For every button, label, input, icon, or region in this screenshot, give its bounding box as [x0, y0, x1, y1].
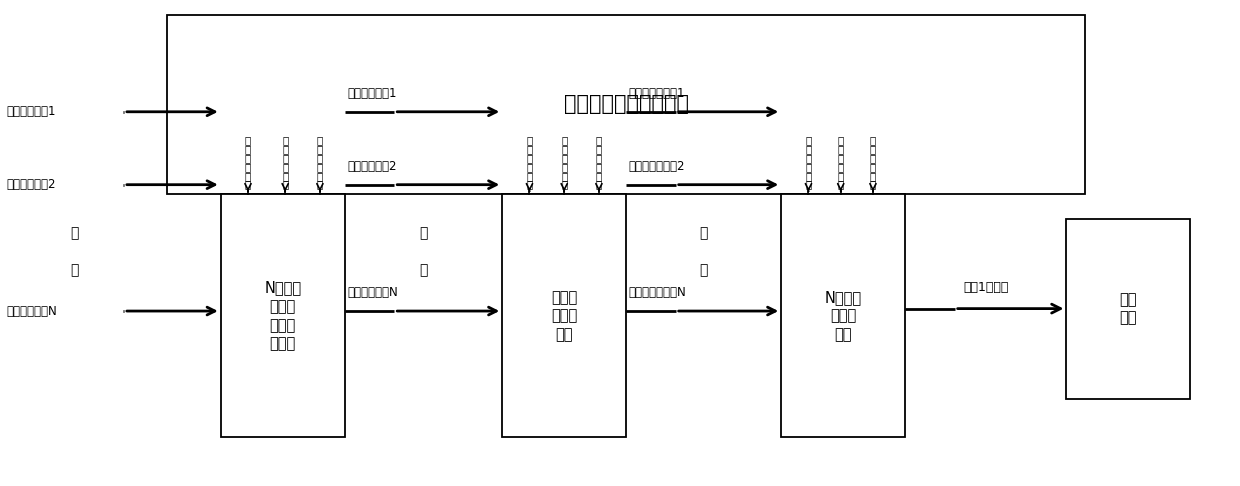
Text: 第
三
同
步
信
号: 第 三 同 步 信 号	[869, 136, 877, 190]
Text: 第
一
时
钟
信
号: 第 一 时 钟 信 号	[281, 136, 289, 190]
Bar	[502, 194, 626, 437]
Text: 数据混
编合成
模块: 数据混 编合成 模块	[551, 290, 578, 342]
Text: 串行数据通道N: 串行数据通道N	[6, 305, 57, 317]
Text: 时钟同步复位管理模块: 时钟同步复位管理模块	[564, 94, 688, 115]
Text: ：: ：	[419, 263, 428, 277]
Text: 并行数据通道N: 并行数据通道N	[347, 286, 398, 299]
Text: 第
三
时
钟
信
号: 第 三 时 钟 信 号	[837, 136, 844, 190]
Text: 串行数据通道2: 串行数据通道2	[6, 178, 56, 191]
Text: ：: ：	[419, 226, 428, 240]
Text: N通道高
速串行
数据接
收模块: N通道高 速串行 数据接 收模块	[264, 280, 301, 351]
Text: 并行数据通道2: 并行数据通道2	[347, 159, 397, 173]
Text: 第
一
同
步
信
号: 第 一 同 步 信 号	[316, 136, 324, 190]
Bar	[781, 194, 905, 437]
Text: 数传
接口: 数传 接口	[1120, 292, 1137, 326]
Text: 并行数据通道1: 并行数据通道1	[347, 87, 397, 100]
Text: 第
二
复
位
信
号: 第 二 复 位 信 号	[526, 136, 533, 190]
Text: ：: ：	[699, 263, 708, 277]
Text: 第
二
时
钟
信
号: 第 二 时 钟 信 号	[560, 136, 568, 190]
Text: 串行数据通道1: 串行数据通道1	[6, 105, 56, 118]
Text: 合成1路数据: 合成1路数据	[963, 281, 1008, 294]
Bar	[221, 194, 345, 437]
Text: ：: ：	[699, 226, 708, 240]
Text: 混编后数据通道1: 混编后数据通道1	[629, 87, 686, 100]
Text: N通道数
据融合
模块: N通道数 据融合 模块	[825, 290, 862, 342]
Text: 第
二
同
步
信
号: 第 二 同 步 信 号	[595, 136, 603, 190]
Text: 第
三
复
位
信
号: 第 三 复 位 信 号	[805, 136, 812, 190]
Text: ：: ：	[71, 226, 78, 240]
Bar	[167, 15, 1085, 194]
Bar	[1066, 219, 1190, 399]
Text: 混编后数据通道N: 混编后数据通道N	[629, 286, 687, 299]
Text: 混编后数据通道2: 混编后数据通道2	[629, 159, 686, 173]
Text: ：: ：	[71, 263, 78, 277]
Text: 第
一
复
位
信
号: 第 一 复 位 信 号	[244, 136, 252, 190]
